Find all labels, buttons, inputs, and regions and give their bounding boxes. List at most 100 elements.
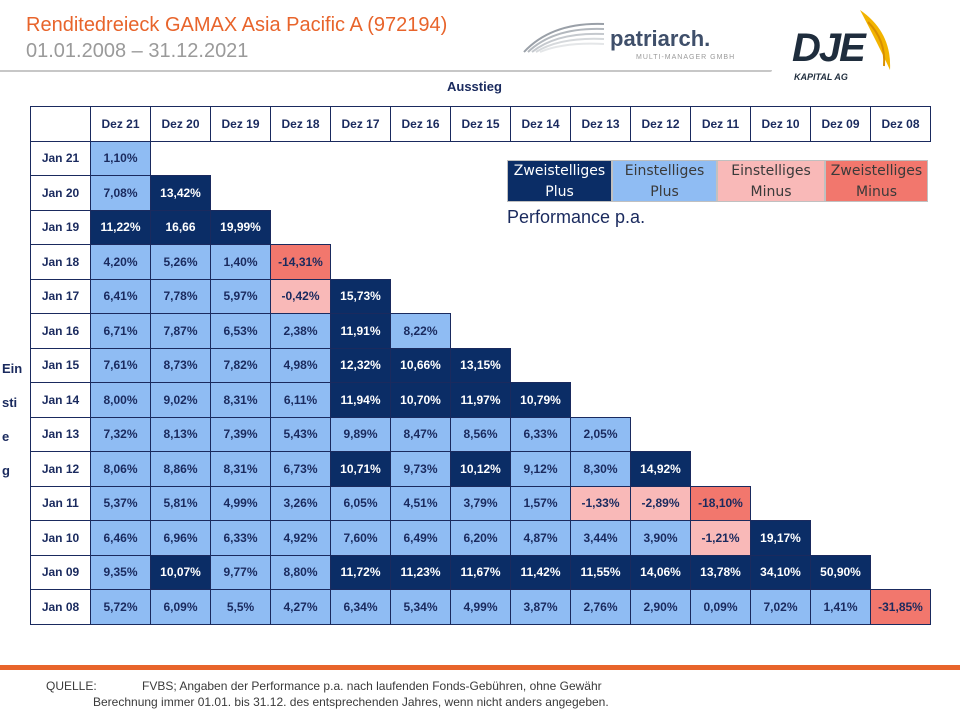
page-subtitle: 01.01.2008 – 31.12.2021 bbox=[26, 40, 249, 62]
return-cell: 7,02% bbox=[750, 589, 811, 625]
return-cell: 8,80% bbox=[270, 554, 331, 590]
return-cell: 9,89% bbox=[330, 416, 391, 452]
row-header: Jan 09 bbox=[30, 554, 91, 590]
legend-single-digit-plus: Einstelliges Plus bbox=[612, 160, 717, 202]
return-cell: 6,33% bbox=[510, 416, 571, 452]
legend-double-digit-plus-line2: Plus bbox=[545, 184, 574, 200]
return-cell: 3,90% bbox=[630, 520, 691, 556]
row-header: Jan 16 bbox=[30, 313, 91, 349]
patriarch-swoosh-icon bbox=[523, 22, 605, 53]
row-header: Jan 08 bbox=[30, 589, 91, 625]
return-cell: 4,92% bbox=[270, 520, 331, 556]
return-cell: 10,12% bbox=[450, 451, 511, 487]
return-cell: 3,26% bbox=[270, 485, 331, 521]
return-cell: 8,31% bbox=[210, 382, 271, 418]
return-cell: 14,92% bbox=[630, 451, 691, 487]
return-cell: 6,49% bbox=[390, 520, 451, 556]
return-cell: 6,96% bbox=[150, 520, 211, 556]
return-cell: 11,23% bbox=[390, 554, 451, 590]
return-cell: 11,72% bbox=[330, 554, 391, 590]
return-cell: 4,27% bbox=[270, 589, 331, 625]
return-cell: 8,31% bbox=[210, 451, 271, 487]
row-header: Jan 18 bbox=[30, 244, 91, 280]
legend-single-digit-minus: Einstelliges Minus bbox=[717, 160, 825, 202]
entry-axis-label-line2: g bbox=[2, 463, 10, 478]
return-cell: 4,99% bbox=[210, 485, 271, 521]
return-cell: 15,73% bbox=[330, 278, 391, 314]
row-header: Jan 21 bbox=[30, 140, 91, 176]
legend-double-digit-minus-line1: Zweistelliges bbox=[830, 163, 923, 179]
patriarch-wordmark: patriarch. bbox=[610, 26, 711, 51]
row-header: Jan 15 bbox=[30, 347, 91, 383]
return-cell: 6,05% bbox=[330, 485, 391, 521]
return-cell: 13,42% bbox=[150, 175, 211, 211]
return-cell: 19,99% bbox=[210, 209, 271, 245]
row-header: Jan 10 bbox=[30, 520, 91, 556]
return-cell: 5,26% bbox=[150, 244, 211, 280]
row-header: Jan 20 bbox=[30, 175, 91, 211]
return-cell: 6,20% bbox=[450, 520, 511, 556]
column-header: Dez 16 bbox=[390, 106, 451, 142]
return-cell: 8,86% bbox=[150, 451, 211, 487]
performance-label: Performance p.a. bbox=[507, 207, 646, 227]
return-cell: 5,72% bbox=[90, 589, 151, 625]
return-cell: 4,87% bbox=[510, 520, 571, 556]
header-divider bbox=[0, 70, 772, 72]
return-cell: 1,40% bbox=[210, 244, 271, 280]
return-cell: 9,35% bbox=[90, 554, 151, 590]
return-cell: 4,98% bbox=[270, 347, 331, 383]
return-cell: 11,22% bbox=[90, 209, 151, 245]
column-header: Dez 21 bbox=[90, 106, 151, 142]
return-cell: 2,90% bbox=[630, 589, 691, 625]
return-cell: -18,10% bbox=[690, 485, 751, 521]
return-cell: 8,30% bbox=[570, 451, 631, 487]
return-cell: 6,11% bbox=[270, 382, 331, 418]
return-cell: -1,33% bbox=[570, 485, 631, 521]
dje-wordmark: DJE bbox=[792, 26, 866, 70]
return-cell: 6,34% bbox=[330, 589, 391, 625]
return-cell: 14,06% bbox=[630, 554, 691, 590]
return-cell: 8,13% bbox=[150, 416, 211, 452]
return-cell: 10,71% bbox=[330, 451, 391, 487]
return-cell: 7,60% bbox=[330, 520, 391, 556]
return-cell: 6,73% bbox=[270, 451, 331, 487]
return-cell: 11,67% bbox=[450, 554, 511, 590]
return-cell: 8,56% bbox=[450, 416, 511, 452]
return-cell: 10,66% bbox=[390, 347, 451, 383]
return-cell: 8,06% bbox=[90, 451, 151, 487]
return-cell: 9,73% bbox=[390, 451, 451, 487]
return-cell: 7,78% bbox=[150, 278, 211, 314]
entry-axis-label: Einstie g bbox=[2, 352, 24, 488]
return-cell: 1,41% bbox=[810, 589, 871, 625]
legend-single-digit-minus-line2: Minus bbox=[750, 184, 792, 200]
return-cell: -31,85% bbox=[870, 589, 931, 625]
return-cell: 8,73% bbox=[150, 347, 211, 383]
return-cell: 10,70% bbox=[390, 382, 451, 418]
legend-single-digit-plus-line1: Einstelliges bbox=[624, 163, 705, 179]
return-cell: 0,09% bbox=[690, 589, 751, 625]
column-header: Dez 15 bbox=[450, 106, 511, 142]
row-header: Jan 14 bbox=[30, 382, 91, 418]
table-corner-cell bbox=[30, 106, 91, 142]
legend-double-digit-plus: Zweistelliges Plus bbox=[507, 160, 612, 202]
dje-subline: KAPITAL AG bbox=[794, 72, 848, 82]
column-header: Dez 20 bbox=[150, 106, 211, 142]
return-cell: 9,77% bbox=[210, 554, 271, 590]
legend-double-digit-minus: Zweistelliges Minus bbox=[825, 160, 928, 202]
row-header: Jan 19 bbox=[30, 209, 91, 245]
return-cell: 9,12% bbox=[510, 451, 571, 487]
column-header: Dez 19 bbox=[210, 106, 271, 142]
legend-double-digit-minus-line2: Minus bbox=[855, 184, 897, 200]
dje-logo: DJE KAPITAL AG bbox=[786, 8, 906, 86]
dje-sail-icon bbox=[860, 10, 891, 70]
exit-axis-label: Ausstieg bbox=[447, 79, 502, 94]
return-cell: 8,47% bbox=[390, 416, 451, 452]
return-cell: 5,37% bbox=[90, 485, 151, 521]
patriarch-logo: patriarch. MULTI-MANAGER GMBH bbox=[522, 14, 762, 61]
return-cell: 12,32% bbox=[330, 347, 391, 383]
return-cell: 7,87% bbox=[150, 313, 211, 349]
column-header: Dez 18 bbox=[270, 106, 331, 142]
return-cell: 11,91% bbox=[330, 313, 391, 349]
return-cell: 10,07% bbox=[150, 554, 211, 590]
row-header: Jan 12 bbox=[30, 451, 91, 487]
